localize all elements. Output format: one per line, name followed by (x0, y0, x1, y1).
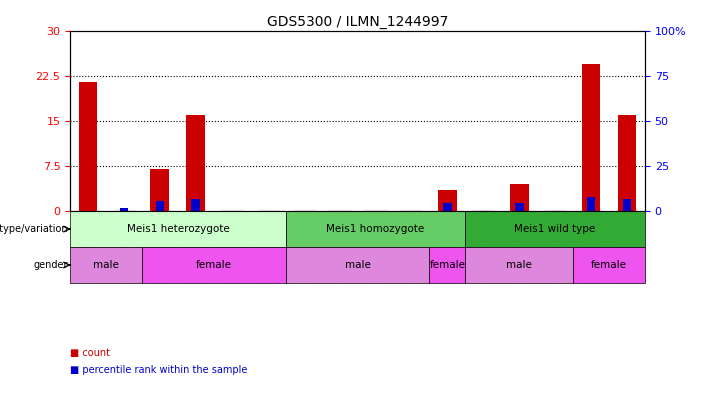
Text: male: male (93, 260, 119, 270)
Text: genotype/variation: genotype/variation (0, 224, 68, 234)
Bar (587, 197, 595, 211)
Text: Meis1 heterozygote: Meis1 heterozygote (126, 224, 229, 234)
Bar (510, 184, 529, 211)
Text: ■ percentile rank within the sample: ■ percentile rank within the sample (70, 365, 247, 375)
Bar (191, 198, 200, 211)
Bar (443, 203, 451, 211)
FancyBboxPatch shape (286, 211, 465, 247)
Bar (515, 203, 524, 211)
Text: Meis1 homozygote: Meis1 homozygote (327, 224, 425, 234)
Bar (79, 83, 97, 211)
Bar (618, 115, 637, 211)
Bar (156, 201, 164, 211)
Text: female: female (429, 260, 465, 270)
Bar (438, 190, 457, 211)
Text: female: female (591, 260, 627, 270)
FancyBboxPatch shape (465, 211, 645, 247)
Text: ■ count: ■ count (70, 348, 110, 358)
FancyBboxPatch shape (70, 211, 286, 247)
FancyBboxPatch shape (286, 247, 430, 283)
Bar (186, 115, 205, 211)
Text: Meis1 wild type: Meis1 wild type (515, 224, 596, 234)
Text: male: male (345, 260, 370, 270)
Bar (582, 64, 601, 211)
Bar (622, 198, 632, 211)
Bar (151, 169, 170, 211)
Bar (120, 208, 128, 211)
Text: gender: gender (34, 260, 68, 270)
Title: GDS5300 / ILMN_1244997: GDS5300 / ILMN_1244997 (267, 15, 448, 29)
FancyBboxPatch shape (70, 247, 142, 283)
FancyBboxPatch shape (142, 247, 286, 283)
Text: female: female (196, 260, 232, 270)
FancyBboxPatch shape (430, 247, 465, 283)
FancyBboxPatch shape (465, 247, 573, 283)
FancyBboxPatch shape (573, 247, 645, 283)
Text: male: male (506, 260, 532, 270)
